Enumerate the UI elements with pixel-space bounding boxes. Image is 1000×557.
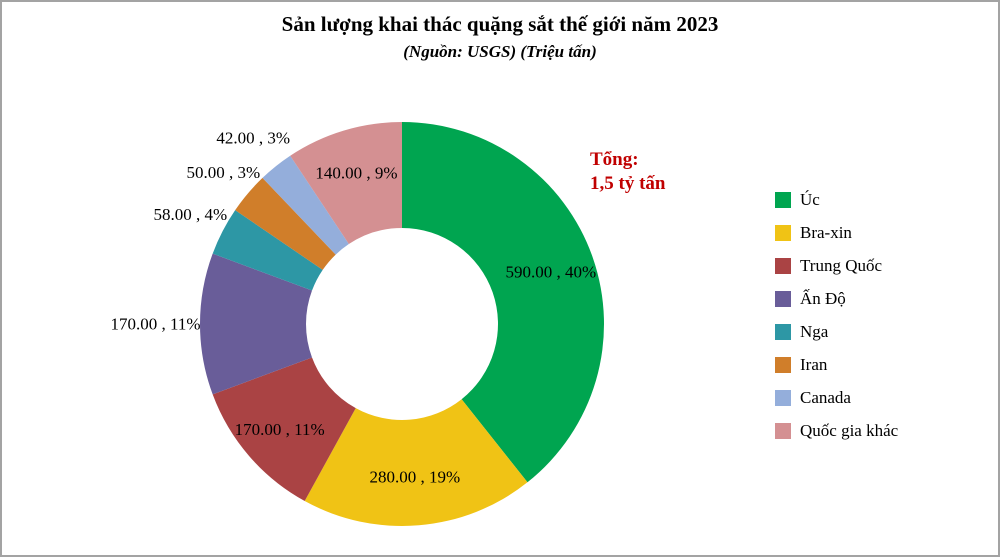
- total-annotation-line1: Tổng:: [590, 149, 639, 170]
- legend-label: Bra-xin: [800, 223, 852, 242]
- legend-swatch: [775, 291, 791, 307]
- legend-item: Canada: [775, 388, 898, 408]
- legend-swatch: [775, 357, 791, 373]
- data-label: 170.00 , 11%: [111, 315, 201, 334]
- chart-title: Sản lượng khai thác quặng sắt thế giới n…: [281, 12, 719, 36]
- legend-item: Úc: [775, 190, 898, 210]
- legend-label: Nga: [800, 322, 829, 341]
- legend-item: Ấn Độ: [775, 289, 898, 309]
- legend-swatch: [775, 258, 791, 274]
- legend-swatch: [775, 324, 791, 340]
- data-label: 170.00 , 11%: [235, 420, 325, 439]
- legend-label: Canada: [800, 388, 851, 407]
- pie-slice: [304, 399, 528, 526]
- pie-slice: [212, 357, 356, 502]
- legend-swatch: [775, 423, 791, 439]
- total-annotation-line2: 1,5 tỷ tấn: [590, 172, 666, 194]
- legend-label: Trung Quốc: [800, 256, 883, 275]
- data-label: 590.00 , 40%: [505, 263, 596, 282]
- legend-item: Quốc gia khác: [775, 421, 898, 441]
- legend-item: Nga: [775, 322, 898, 342]
- legend-item: Iran: [775, 355, 898, 375]
- legend-swatch: [775, 225, 791, 241]
- pie-slice: [290, 121, 402, 245]
- legend-label: Úc: [800, 190, 820, 209]
- legend-item: Bra-xin: [775, 223, 898, 243]
- pie-slice: [235, 177, 336, 270]
- pie-slice: [262, 155, 349, 255]
- legend-swatch: [775, 390, 791, 406]
- legend-swatch: [775, 192, 791, 208]
- legend-label: Quốc gia khác: [800, 421, 899, 440]
- pie-slice: [212, 210, 323, 291]
- legend-item: Trung Quốc: [775, 256, 898, 276]
- data-label: 280.00 , 19%: [370, 467, 461, 486]
- data-label: 50.00 , 3%: [187, 163, 261, 182]
- legend-label: Ấn Độ: [800, 289, 846, 308]
- pie-slice: [402, 122, 605, 483]
- pie-slice: [200, 253, 313, 395]
- chart-subtitle: (Nguồn: USGS) (Triệu tấn): [403, 42, 597, 61]
- total-annotation: Tổng: 1,5 tỷ tấn: [590, 148, 665, 196]
- legend: Úc Bra-xin Trung Quốc Ấn Độ Nga Iran Canada Quố…: [775, 190, 898, 454]
- data-label: 42.00 , 3%: [216, 128, 290, 147]
- data-label: 140.00 , 9%: [315, 164, 397, 183]
- data-label: 58.00 , 4%: [153, 205, 227, 224]
- legend-label: Iran: [800, 355, 828, 374]
